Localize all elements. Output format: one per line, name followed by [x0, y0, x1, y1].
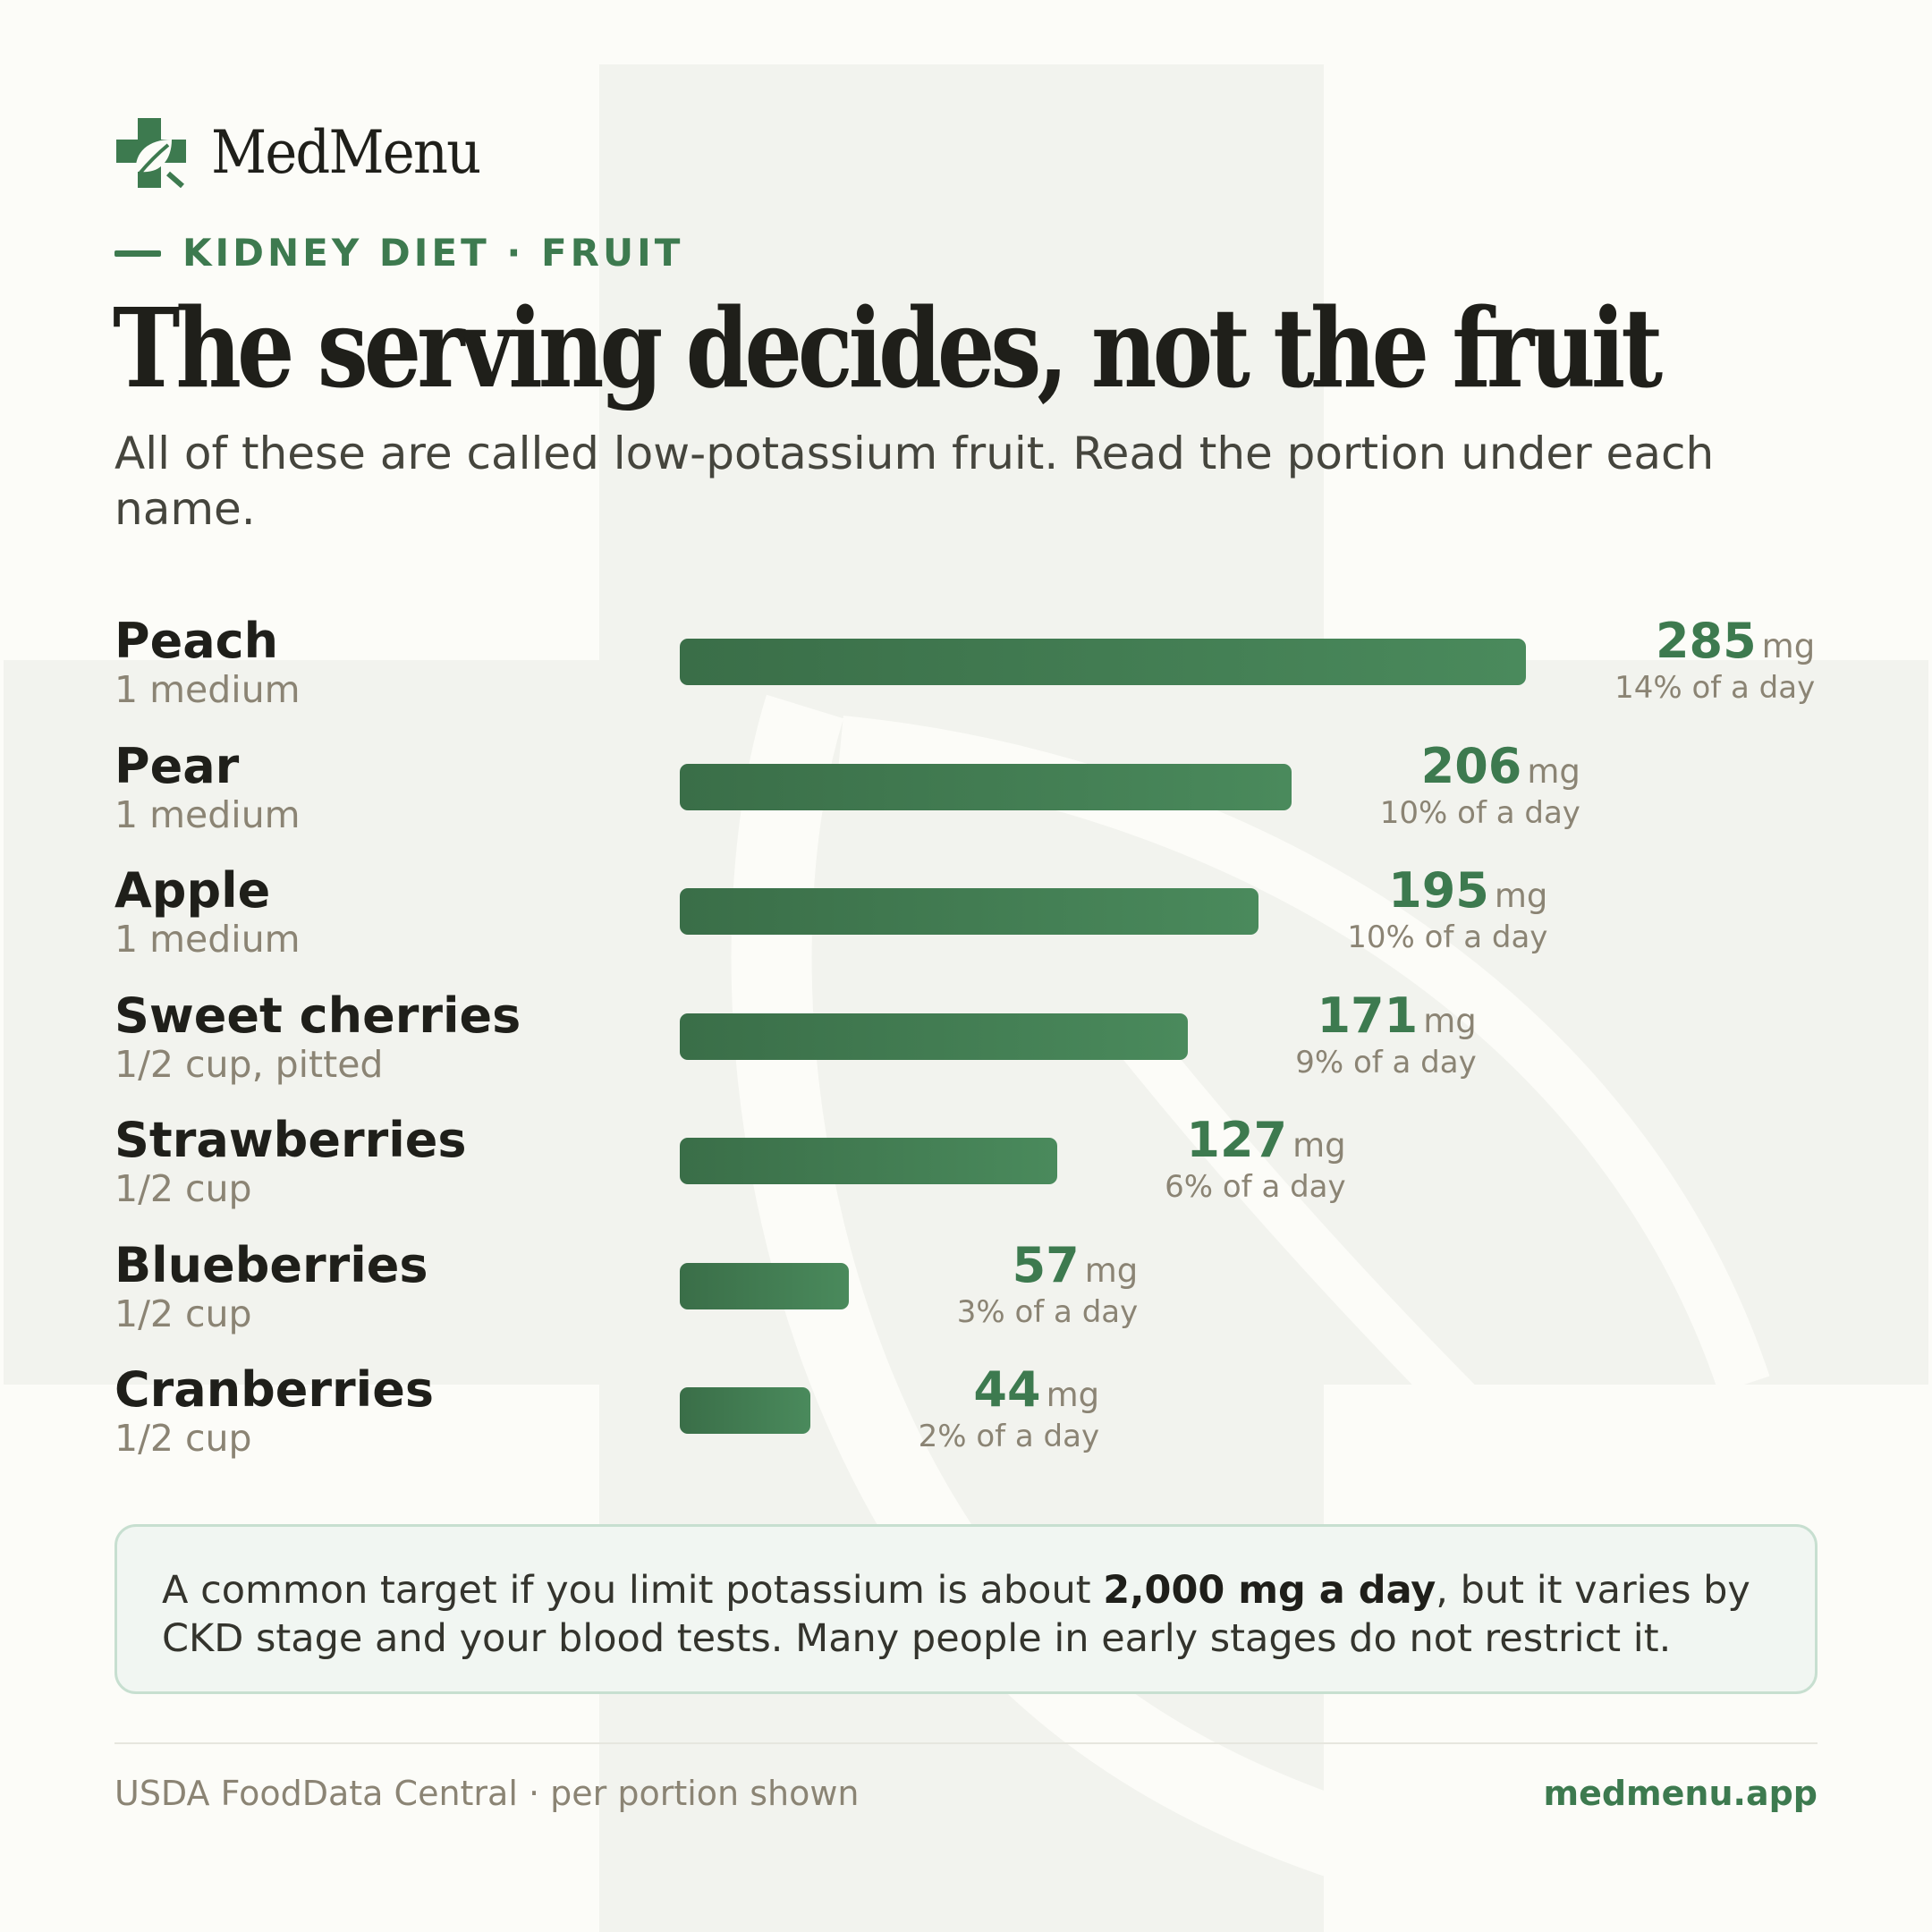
potassium-target-note: A common target if you limit potassium i… — [114, 1524, 1818, 1694]
percent-of-day-label: 10% of a day — [1347, 919, 1548, 955]
value-number: 127 — [1186, 1112, 1288, 1168]
fruit-portion-label: 1/2 cup, pitted — [114, 1042, 384, 1086]
fruit-portion-label: 1/2 cup — [114, 1292, 252, 1335]
percent-of-day-label: 14% of a day — [1614, 670, 1816, 706]
percent-of-day-label: 2% of a day — [918, 1419, 1100, 1454]
fruit-name-label: Sweet cherries — [114, 987, 521, 1044]
fruit-name-label: Pear — [114, 737, 240, 794]
eyebrow-dash — [114, 250, 161, 257]
percent-of-day-label: 10% of a day — [1379, 794, 1580, 831]
value-number: 206 — [1420, 737, 1522, 794]
value-unit: mg — [1527, 751, 1580, 791]
percent-of-day-label: 6% of a day — [1165, 1169, 1346, 1205]
page-title: The serving decides, not the fruit — [113, 284, 1663, 412]
value-label: 285 mg — [1656, 617, 1816, 666]
value-number: 44 — [973, 1361, 1041, 1418]
footer-source: USDA FoodData Central · per portion show… — [114, 1774, 860, 1813]
fruit-portion-label: 1 medium — [114, 918, 301, 961]
potassium-bar — [680, 888, 1259, 935]
section-eyebrow: KIDNEY DIET · FRUIT — [114, 234, 683, 272]
fruit-portion-label: 1 medium — [114, 792, 301, 836]
value-number: 195 — [1388, 862, 1489, 919]
value-unit: mg — [1046, 1376, 1100, 1414]
note-text-after: , but it varies by CKD stage and your bl… — [162, 1568, 1750, 1661]
fruit-name-label: Strawberries — [114, 1112, 467, 1168]
value-unit: mg — [1423, 1001, 1477, 1040]
potassium-bar — [680, 763, 1292, 810]
note-text-before: A common target if you limit potassium i… — [162, 1568, 1104, 1613]
page-subtitle: All of these are called low-potassium fr… — [114, 428, 1715, 535]
value-label: 44 mg — [973, 1366, 1100, 1415]
note-text-bold: 2,000 mg a day — [1103, 1568, 1436, 1613]
value-label: 57 mg — [1013, 1241, 1139, 1290]
footer-site-link[interactable]: medmenu.app — [1543, 1774, 1818, 1813]
medical-cross-leaf-icon — [116, 118, 186, 188]
footer-divider — [114, 1742, 1818, 1744]
value-unit: mg — [1494, 877, 1548, 915]
value-number: 57 — [1012, 1236, 1080, 1293]
value-label: 206 mg — [1421, 741, 1580, 791]
fruit-name-label: Cranberries — [114, 1361, 434, 1418]
value-unit: mg — [1292, 1126, 1346, 1165]
value-unit: mg — [1761, 627, 1816, 665]
fruit-name-label: Peach — [114, 613, 279, 669]
fruit-portion-label: 1 medium — [114, 668, 301, 711]
value-label: 195 mg — [1388, 867, 1548, 916]
value-label: 127 mg — [1186, 1116, 1345, 1165]
potassium-bar — [680, 1138, 1057, 1184]
fruit-name-label: Apple — [114, 862, 271, 919]
potassium-bar — [680, 1262, 850, 1309]
potassium-bar — [680, 1387, 811, 1434]
percent-of-day-label: 3% of a day — [956, 1293, 1139, 1330]
fruit-portion-label: 1/2 cup — [114, 1417, 252, 1460]
brand-logo[interactable]: MedMenu — [116, 118, 504, 188]
value-unit: mg — [1084, 1250, 1139, 1290]
potassium-bar — [680, 1013, 1188, 1060]
fruit-portion-label: 1/2 cup — [114, 1167, 252, 1210]
value-number: 285 — [1655, 613, 1757, 669]
potassium-bar — [680, 639, 1527, 685]
eyebrow-label: KIDNEY DIET · FRUIT — [182, 231, 684, 275]
value-label: 171 mg — [1317, 991, 1477, 1040]
brand-name: MedMenu — [211, 118, 481, 187]
value-number: 171 — [1317, 987, 1419, 1044]
percent-of-day-label: 9% of a day — [1295, 1044, 1477, 1080]
fruit-name-label: Blueberries — [114, 1236, 428, 1293]
